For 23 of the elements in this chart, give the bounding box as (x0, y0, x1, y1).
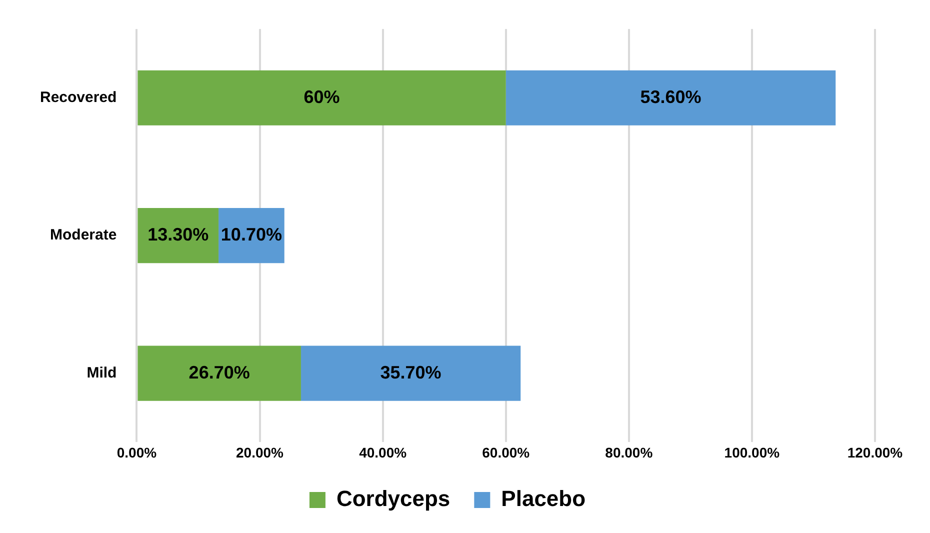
bar (506, 70, 836, 126)
legend-label: Placebo (501, 486, 586, 512)
bar (138, 70, 506, 126)
y-tick-label: Recovered (40, 89, 117, 106)
x-tick-label: 0.00% (116, 444, 158, 460)
data-label: 26.70% (188, 362, 250, 382)
bar (138, 208, 219, 264)
x-tick-label: 20.00% (236, 444, 284, 460)
x-tick-label: 100.00% (724, 444, 780, 460)
data-label: 60% (304, 86, 340, 107)
bar (300, 346, 521, 401)
data-label: 35.70% (380, 362, 442, 382)
x-tick-label: 40.00% (359, 444, 408, 460)
y-tick-label: Moderate (50, 226, 117, 244)
legend-label: Cordyceps (336, 486, 450, 512)
y-tick-label: Mild (86, 364, 117, 382)
x-tick-label: 120.00% (847, 444, 904, 460)
x-tick-label: 80.00% (605, 444, 654, 460)
bar (138, 346, 301, 401)
data-label: 13.30% (148, 224, 209, 245)
x-tick-label: 60.00% (482, 444, 530, 460)
data-label: 53.60% (640, 86, 702, 107)
data-label: 10.70% (220, 224, 282, 245)
